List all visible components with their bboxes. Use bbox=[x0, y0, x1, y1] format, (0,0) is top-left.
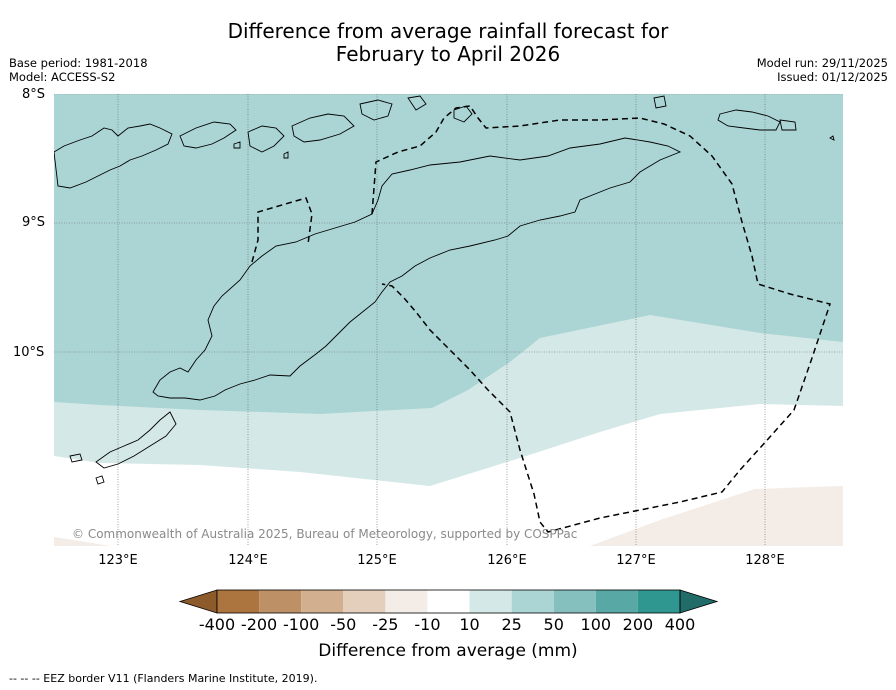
colorbar-tick-label: -10 bbox=[414, 615, 441, 634]
colorbar-tick-label: 50 bbox=[543, 615, 564, 634]
lat-label-10s: 10°S bbox=[13, 345, 45, 360]
colorbar-tick-label: -200 bbox=[240, 615, 278, 634]
zone-dry-right bbox=[590, 486, 843, 546]
model-name: Model: ACCESS-S2 bbox=[9, 70, 116, 84]
colorbar bbox=[178, 589, 719, 614]
colorbar-frame bbox=[216, 589, 681, 614]
colorbar-segment bbox=[553, 590, 596, 613]
timor-coastline bbox=[152, 137, 682, 401]
north-islands-coastline bbox=[54, 95, 835, 189]
colorbar-segment bbox=[511, 590, 554, 613]
model-run: Model run: 29/11/2025 bbox=[756, 56, 888, 70]
colorbar-segment bbox=[343, 590, 386, 613]
map-area bbox=[54, 94, 843, 546]
title-line-2: February to April 2026 bbox=[335, 42, 561, 66]
lon-label-123e: 123°E bbox=[98, 553, 138, 568]
colorbar-tick-label: -50 bbox=[330, 615, 357, 634]
colorbar-segment bbox=[427, 590, 470, 613]
colorbar-segment bbox=[301, 590, 344, 613]
colorbar-extend-low bbox=[178, 589, 218, 614]
base-period: Base period: 1981-2018 bbox=[9, 56, 148, 70]
eez-border bbox=[251, 105, 831, 533]
colorbar-segment bbox=[595, 590, 638, 613]
colorbar-tick-label: -400 bbox=[198, 615, 236, 634]
issued-date: Issued: 01/12/2025 bbox=[777, 70, 888, 84]
lon-label-124e: 124°E bbox=[228, 553, 268, 568]
eez-legend-note: -- -- -- EEZ border V11 (Flanders Marine… bbox=[9, 672, 318, 685]
rote-coastline bbox=[69, 411, 177, 485]
colorbar-tick-label: -100 bbox=[283, 615, 320, 634]
copyright-notice: © Commonwealth of Australia 2025, Bureau… bbox=[72, 527, 578, 541]
title-line-1: Difference from average rainfall forecas… bbox=[227, 19, 669, 43]
zone-dry-left bbox=[54, 537, 110, 546]
meta-right: Model run: 29/11/2025 Issued: 01/12/2025 bbox=[757, 56, 888, 84]
lon-label-128e: 128°E bbox=[745, 553, 785, 568]
colorbar-tick-label: 400 bbox=[664, 615, 696, 634]
colorbar-extend-high bbox=[679, 589, 719, 614]
colorbar-tick-label: -25 bbox=[372, 615, 399, 634]
colorbar-segment bbox=[637, 590, 680, 613]
colorbar-tick-label: 25 bbox=[501, 615, 522, 634]
colorbar-segment bbox=[385, 590, 428, 613]
lat-label-9s: 9°S bbox=[22, 215, 46, 230]
meta-left: Base period: 1981-2018 Model: ACCESS-S2 bbox=[9, 56, 148, 84]
colorbar-segment bbox=[469, 590, 512, 613]
graticule bbox=[54, 94, 843, 546]
colorbar-segment bbox=[217, 590, 260, 613]
colorbar-tick-label: 10 bbox=[459, 615, 480, 634]
colorbar-tick-label: 200 bbox=[622, 615, 654, 634]
zone-25-50 bbox=[54, 94, 843, 414]
lon-label-127e: 127°E bbox=[616, 553, 656, 568]
map-title: Difference from average rainfall forecas… bbox=[0, 20, 896, 66]
colorbar-tick-label: 100 bbox=[580, 615, 612, 634]
zone-neutral bbox=[54, 404, 843, 546]
lon-label-125e: 125°E bbox=[357, 553, 397, 568]
lon-label-126e: 126°E bbox=[487, 553, 527, 568]
lat-label-8s: 8°S bbox=[22, 87, 46, 102]
colorbar-segment bbox=[259, 590, 302, 613]
colorbar-title: Difference from average (mm) bbox=[318, 641, 578, 661]
